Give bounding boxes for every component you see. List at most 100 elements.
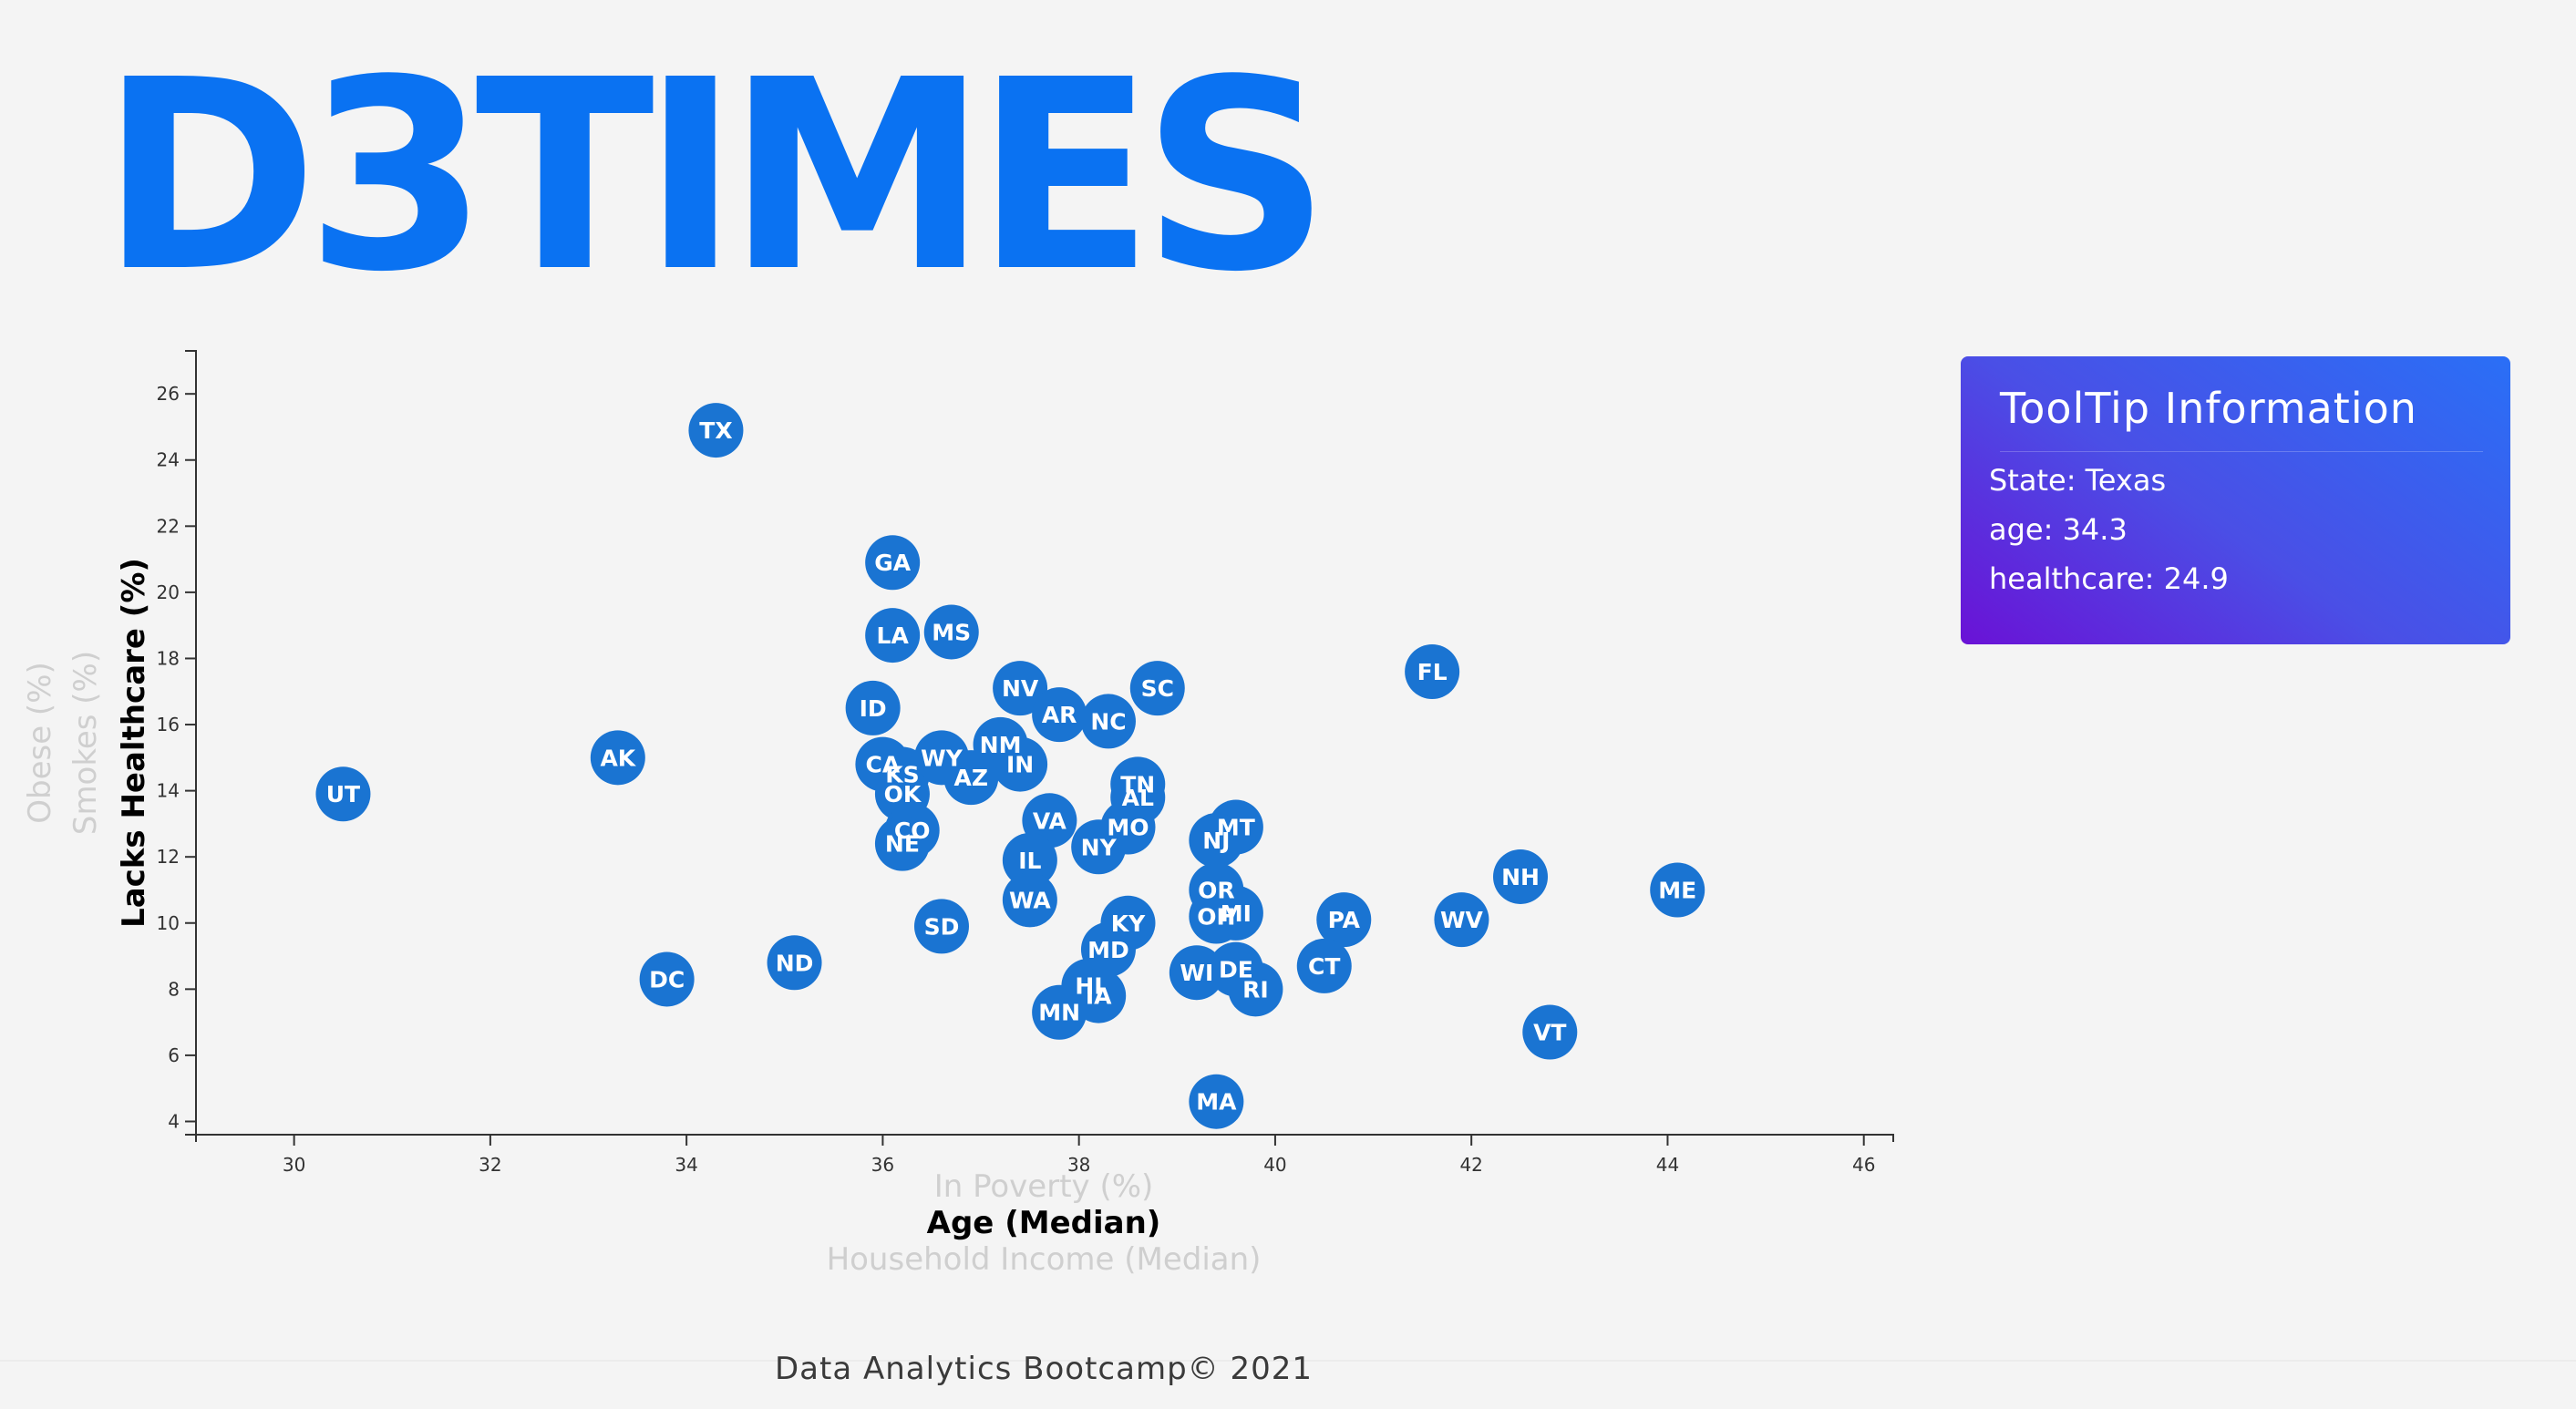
state-label-sd: SD [924, 913, 960, 940]
x-axis-label[interactable]: Household Income (Median) [827, 1241, 1262, 1278]
state-label-co: CO [894, 818, 931, 844]
brand-title: D3TIMES [100, 24, 1331, 329]
y-tick-label: 6 [168, 1044, 180, 1066]
y-tick-label: 22 [157, 515, 180, 537]
tooltip-divider [2000, 451, 2483, 452]
state-marker-fl[interactable] [1405, 643, 1460, 699]
x-tick-label: 30 [283, 1154, 305, 1176]
state-marker-nj[interactable] [1189, 813, 1244, 869]
state-label-nv: NV [1002, 675, 1039, 702]
state-marker-wv[interactable] [1434, 892, 1489, 948]
state-marker-la[interactable] [865, 608, 921, 663]
state-label-az: AZ [954, 765, 988, 791]
y-axis-label[interactable]: Obese (%) [22, 662, 58, 824]
state-marker-ak[interactable] [590, 730, 645, 786]
x-axis-label[interactable]: In Poverty (%) [934, 1168, 1154, 1205]
state-marker-me[interactable] [1650, 862, 1705, 918]
state-marker-nc[interactable] [1080, 694, 1136, 749]
state-label-pa: PA [1328, 907, 1361, 933]
x-tick-label: 44 [1656, 1154, 1679, 1176]
y-tick-label: 24 [157, 449, 180, 471]
state-label-nc: NC [1090, 708, 1126, 735]
state-label-la: LA [877, 622, 910, 649]
y-tick-label: 14 [157, 780, 180, 802]
state-marker-nh[interactable] [1493, 848, 1549, 904]
footer-text: Data Analytics Bootcamp© 2021 [774, 1351, 1314, 1387]
x-tick-label: 36 [871, 1154, 894, 1176]
state-label-al: AL [1122, 785, 1154, 811]
tooltip-healthcare: healthcare: 24.9 [1989, 561, 2229, 596]
state-marker-in[interactable] [993, 736, 1048, 792]
state-label-sc: SC [1141, 675, 1174, 702]
footer-divider [0, 1360, 2576, 1362]
state-label-ky: KY [1111, 910, 1146, 937]
tooltip-title: ToolTip Information [2000, 384, 2417, 433]
state-marker-dc[interactable] [639, 951, 695, 1007]
y-tick-label: 4 [168, 1110, 180, 1132]
state-label-de: DE [1219, 957, 1253, 983]
state-label-wa: WA [1009, 887, 1051, 913]
state-label-nj: NJ [1202, 828, 1230, 854]
state-marker-ny[interactable] [1071, 819, 1127, 875]
y-tick-label: 16 [157, 714, 180, 735]
state-label-ms: MS [932, 619, 971, 645]
state-marker-oh[interactable] [1189, 889, 1244, 944]
state-label-ca: CA [866, 752, 901, 778]
state-marker-ms[interactable] [923, 604, 979, 660]
state-marker-ma[interactable] [1189, 1074, 1244, 1129]
state-marker-ar[interactable] [1032, 687, 1087, 743]
state-label-fl: FL [1417, 659, 1448, 685]
state-label-wy: WY [921, 745, 963, 771]
y-axis-label[interactable]: Smokes (%) [67, 651, 104, 835]
state-marker-tx[interactable] [688, 403, 744, 458]
state-marker-ne[interactable] [874, 816, 930, 871]
state-label-mo: MO [1107, 815, 1149, 841]
state-marker-nv[interactable] [993, 661, 1048, 716]
state-label-oh: OH [1197, 904, 1235, 931]
state-label-vt: VT [1533, 1020, 1566, 1046]
state-marker-ut[interactable] [315, 766, 371, 822]
y-tick-label: 8 [168, 978, 180, 1000]
y-tick-label: 20 [157, 581, 180, 603]
state-label-mn: MN [1038, 1000, 1080, 1026]
y-axis-label[interactable]: Lacks Healthcare (%) [116, 558, 152, 928]
state-label-ny: NY [1081, 834, 1118, 860]
state-marker-ct[interactable] [1296, 938, 1352, 993]
state-label-dc: DC [649, 966, 685, 992]
x-axis-label[interactable]: Age (Median) [927, 1205, 1161, 1241]
state-label-me: ME [1658, 877, 1696, 903]
state-marker-mn[interactable] [1032, 984, 1087, 1040]
state-marker-az[interactable] [943, 750, 999, 806]
x-axis-line [195, 1134, 1894, 1142]
state-marker-pa[interactable] [1316, 892, 1372, 948]
state-marker-ri[interactable] [1228, 962, 1283, 1017]
state-marker-wa[interactable] [1002, 872, 1057, 928]
tooltip-panel: ToolTip Information State: Texas age: 34… [1961, 356, 2510, 644]
state-label-ut: UT [326, 781, 360, 807]
state-marker-sc[interactable] [1129, 661, 1185, 716]
state-marker-id[interactable] [845, 680, 901, 735]
state-marker-wi[interactable] [1169, 945, 1224, 1001]
x-tick-label: 32 [479, 1154, 501, 1176]
state-label-wv: WV [1440, 907, 1484, 933]
state-label-md: MD [1087, 937, 1129, 963]
x-tick-label: 40 [1263, 1154, 1286, 1176]
state-marker-nd[interactable] [767, 935, 822, 991]
state-marker-sd[interactable] [913, 899, 969, 954]
x-tick-label: 42 [1459, 1154, 1482, 1176]
state-label-ks: KS [885, 761, 919, 787]
state-marker-vt[interactable] [1522, 1004, 1578, 1060]
state-label-tn: TN [1120, 771, 1155, 797]
state-label-hi: HI [1075, 973, 1102, 1000]
state-label-ak: AK [600, 745, 636, 771]
y-tick-label: 12 [157, 846, 180, 868]
state-label-ma: MA [1196, 1089, 1237, 1116]
state-marker-il[interactable] [1002, 832, 1057, 888]
state-label-id: ID [860, 695, 887, 722]
state-label-va: VA [1033, 807, 1067, 834]
state-label-il: IL [1018, 848, 1041, 874]
state-marker-ga[interactable] [865, 535, 921, 591]
state-label-nm: NM [980, 732, 1022, 758]
y-axis-line [185, 350, 197, 1136]
